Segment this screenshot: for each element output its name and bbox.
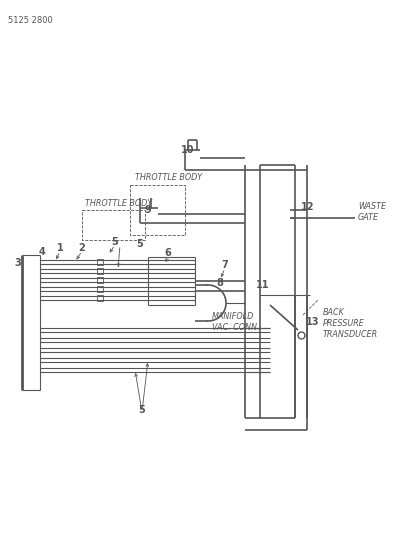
Bar xyxy=(97,268,103,274)
Text: THROTTLE BODY: THROTTLE BODY xyxy=(135,173,202,182)
Text: 12: 12 xyxy=(301,202,315,212)
Text: MANIFOLD
VAC. CONN.: MANIFOLD VAC. CONN. xyxy=(212,312,259,332)
Text: BACK
PRESSURE
TRANSDUCER: BACK PRESSURE TRANSDUCER xyxy=(323,308,378,339)
Text: 3: 3 xyxy=(15,258,21,268)
Text: 4: 4 xyxy=(39,247,45,257)
Text: 1: 1 xyxy=(57,243,63,253)
Text: 5: 5 xyxy=(137,239,143,249)
Text: 2: 2 xyxy=(79,243,85,253)
Text: 13: 13 xyxy=(306,317,320,327)
Text: 8: 8 xyxy=(217,278,224,288)
Text: 5125 2800: 5125 2800 xyxy=(8,16,53,25)
Bar xyxy=(97,259,103,265)
Text: 9: 9 xyxy=(144,205,151,215)
Bar xyxy=(97,295,103,301)
Text: 11: 11 xyxy=(256,280,270,290)
Text: 6: 6 xyxy=(164,248,171,258)
Bar xyxy=(97,286,103,292)
Text: 5: 5 xyxy=(112,237,118,247)
Text: THROTTLE BODY: THROTTLE BODY xyxy=(85,199,152,208)
Bar xyxy=(97,277,103,283)
Text: 10: 10 xyxy=(181,145,195,155)
Text: WASTE
GATE: WASTE GATE xyxy=(358,202,386,222)
Text: 5: 5 xyxy=(139,405,145,415)
Text: 7: 7 xyxy=(222,260,228,270)
